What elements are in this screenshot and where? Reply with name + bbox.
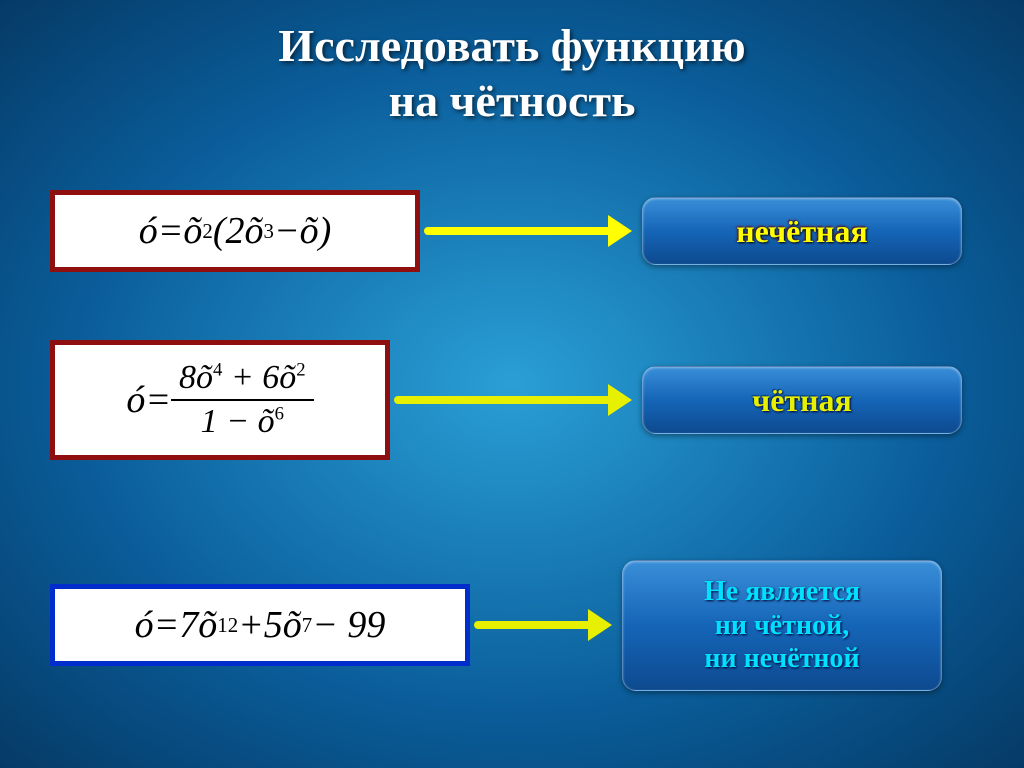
f3-eq: = <box>154 603 180 647</box>
f3-plus: + <box>238 603 264 647</box>
formula-1: ó = õ2 (2 õ3 − õ ) <box>50 190 420 272</box>
answer-1-text: нечётная <box>736 213 868 249</box>
f2-num: 8õ4 + 6õ2 <box>171 359 314 401</box>
f3-c2: 5 <box>264 603 283 647</box>
answer-3-l3: ни нечётной <box>704 643 859 674</box>
answer-3: Не является ни чётной, ни нечётной <box>622 560 942 691</box>
title-line2: на чётность <box>389 75 636 126</box>
answer-2: чётная <box>642 366 962 434</box>
f1-eq: = <box>158 209 184 253</box>
answer-3-l2: ни чётной, <box>715 610 850 641</box>
row-1: ó = õ2 (2 õ3 − õ ) нечётная <box>50 190 962 272</box>
f1-b2: õ <box>245 209 264 253</box>
row-2: ó = 8õ4 + 6õ2 1 − õ6 чётная <box>50 340 962 460</box>
formula-3: ó = 7õ12 + 5õ7 − 99 <box>50 584 470 666</box>
f1-close: ) <box>319 209 332 253</box>
title-line1: Исследовать функцию <box>278 20 745 71</box>
f1-e2: 3 <box>264 219 274 244</box>
f1-lhs: ó <box>139 209 158 253</box>
f3-e2: 7 <box>302 613 312 638</box>
answer-2-text: чётная <box>752 382 852 418</box>
f1-e1: 2 <box>202 219 212 244</box>
f3-b2: õ <box>283 603 302 647</box>
f3-e1: 12 <box>217 613 238 638</box>
f2-lhs: ó <box>126 378 145 422</box>
f2-eq: = <box>145 378 171 422</box>
f3-b1: õ <box>198 603 217 647</box>
f1-b1: õ <box>183 209 202 253</box>
formula-2: ó = 8õ4 + 6õ2 1 − õ6 <box>50 340 390 460</box>
slide-title: Исследовать функцию на чётность <box>0 0 1024 128</box>
f1-b3: õ <box>300 209 319 253</box>
f2-frac: 8õ4 + 6õ2 1 − õ6 <box>171 359 314 441</box>
arrow-3 <box>474 621 594 629</box>
f3-lhs: ó <box>135 603 154 647</box>
f1-mid: − <box>274 209 300 253</box>
f3-c1: 7 <box>179 603 198 647</box>
f1-open: (2 <box>213 209 245 253</box>
arrow-2 <box>394 396 614 404</box>
f2-den: 1 − õ6 <box>193 401 292 441</box>
arrow-1 <box>424 227 614 235</box>
row-3: ó = 7õ12 + 5õ7 − 99 Не является ни чётно… <box>50 560 942 691</box>
answer-3-l1: Не является <box>704 576 860 607</box>
answer-1: нечётная <box>642 197 962 265</box>
f3-tail: − 99 <box>312 603 385 647</box>
